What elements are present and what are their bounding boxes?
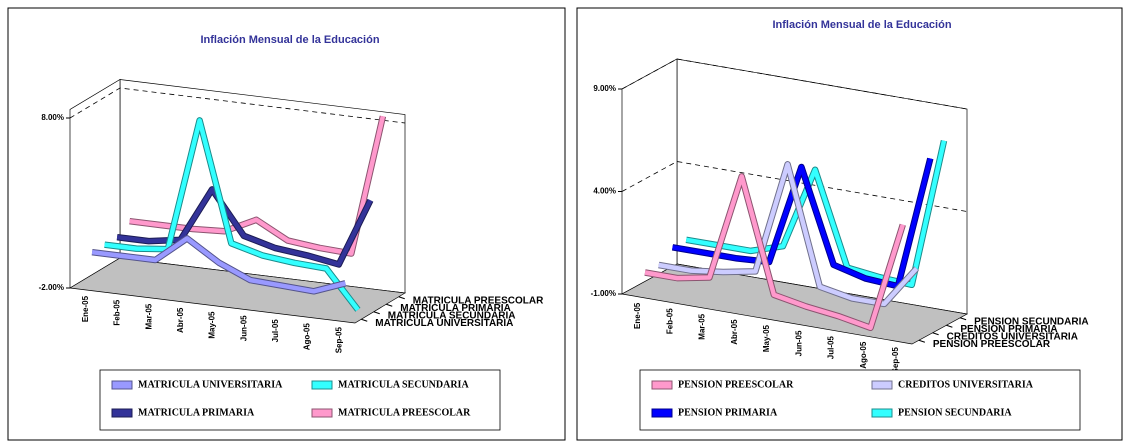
x-tick-label: Ago-05 [859,341,868,369]
legend-label: CREDITOS UNIVERSITARIA [898,379,1034,390]
chart-title: Inflación Mensual de la Educación [772,19,951,31]
legend-swatch [311,408,333,418]
x-tick-label: Sep-05 [891,347,900,374]
legend-box [639,369,1081,431]
x-tick-label: Ene-05 [633,302,642,329]
grid-line [621,161,968,212]
depth-tick [361,318,368,322]
depth-tick [918,339,926,343]
depth-tick [946,324,953,328]
depth-tick [373,311,380,315]
legend-label: MATRICULA PRIMARIA [138,407,255,418]
depth-label: PENSION PREESCOLAR [933,339,1051,350]
legend-swatch [871,380,893,390]
series-line [116,187,373,267]
depth-tick [932,332,939,336]
y-tick-label: -2.00% [39,283,64,292]
legend-label: PENSION SECUNDARIA [898,407,1012,418]
y-tick-label: 8.00% [41,113,64,122]
chart-title: Inflación Mensual de la Educación [200,34,379,46]
x-tick-label: Jul-05 [827,336,836,360]
depth-label: MATRICULA UNIVERSITARIA [375,318,513,329]
x-tick-label: May-05 [208,311,217,339]
x-tick-label: Ene-05 [81,295,90,322]
depth-tick [386,303,393,307]
y-tick-label: 9.00% [593,84,616,93]
x-tick-label: Ago-05 [303,323,312,351]
depth-label: MATRICULA PREESCOLAR [413,295,544,306]
x-tick-label: Jun-05 [794,330,803,356]
x-tick-label: Feb-05 [113,299,122,325]
legend-swatch [651,380,673,390]
floor [68,257,407,324]
x-tick-label: Feb-05 [665,308,674,334]
y-tick-label: 4.00% [593,187,616,196]
x-tick-label: Mar-05 [144,303,153,329]
depth-label: CREDITOS UNIVERSITARIA [947,331,1078,342]
legend-swatch [311,380,333,390]
legend-swatch [111,380,133,390]
back-wall [119,79,406,294]
depth-label: PENSION PRIMARIA [960,324,1057,335]
grid-line [69,87,406,124]
series-line [644,174,905,331]
legend-label: PENSION PREESCOLAR [678,379,794,390]
x-tick-label: Abr-05 [730,319,739,345]
depth-tick [959,317,967,321]
grid-line [621,58,968,110]
x-tick-label: Jun-05 [239,315,248,341]
depth-label: MATRICULA SECUNDARIA [388,310,516,321]
depth-tick [398,296,405,300]
legend-swatch [111,408,133,418]
legend-swatch [651,408,673,418]
x-tick-label: Abr-05 [176,307,185,333]
x-tick-label: Mar-05 [698,313,707,339]
legend-label: MATRICULA PREESCOLAR [338,407,471,418]
y-tick-label: -1.00% [591,289,616,298]
legend-label: MATRICULA UNIVERSITARIA [138,379,283,390]
x-tick-label: Sep-05 [334,327,343,354]
depth-label: MATRICULA PRIMARIA [400,303,511,314]
series-line [104,118,360,312]
legend-swatch [871,408,893,418]
x-tick-label: Jul-05 [271,319,280,343]
series-line [658,162,919,307]
series-line [91,236,346,294]
legend-box [99,369,501,431]
legend-label: MATRICULA SECUNDARIA [338,379,469,390]
legend-label: PENSION PRIMARIA [678,407,778,418]
x-tick-label: May-05 [762,324,771,352]
depth-label: PENSION SECUNDARIA [974,316,1088,327]
